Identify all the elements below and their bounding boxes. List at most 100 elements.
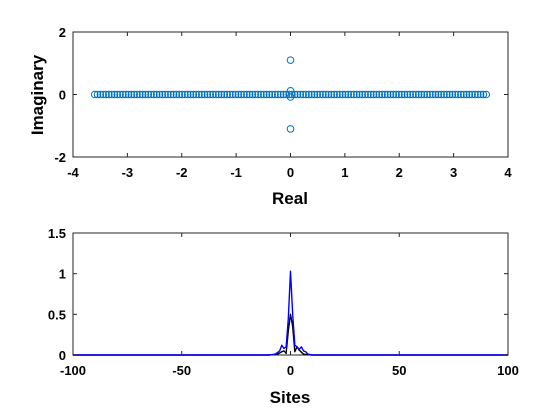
spectrum-point [228,90,237,99]
spectrum-y-tick-label: 2 [59,25,66,40]
spectrum-point [369,90,378,99]
spectrum-point [189,90,198,99]
spectrum-x-tick-label: 3 [450,165,457,180]
spectrum-point [448,90,457,99]
spectrum-point [389,90,398,99]
spectrum-point [330,90,338,99]
spectrum-point [341,90,350,99]
spectrum-point [355,90,364,99]
spectrum-point [335,90,344,99]
spectrum-point [347,90,355,99]
spectrum-point [209,90,217,99]
spectrum-point [302,90,310,99]
spectrum-point [307,90,316,99]
sites-x-tick-label: -50 [172,363,191,378]
spectrum-point [169,90,178,99]
spectrum-point [212,90,220,99]
spectrum-point [195,90,203,99]
spectrum-point [183,90,192,99]
spectrum-point [476,90,485,99]
spectrum-point [279,90,288,99]
spectrum-point [144,90,153,99]
sites-y-tick-label: 1 [59,267,66,282]
spectrum-point [364,90,372,99]
spectrum-point [471,90,479,99]
spectrum-point [186,90,195,99]
spectrum-point [138,90,147,99]
sites-plot: -100 -50 0 50 100 0 0.5 1 1.5 Sites [48,226,519,407]
spectrum-point [420,90,429,99]
spectrum-point [245,90,254,99]
spectrum-point [271,90,279,99]
spectrum-point [397,90,406,99]
spectrum-point [141,90,150,99]
spectrum-point [338,90,347,99]
spectrum-point [412,90,420,99]
spectrum-point [327,90,336,99]
spectrum-point [158,90,167,99]
spectrum-point [127,90,136,99]
sites-x-ticks: -100 -50 0 50 100 [60,233,519,378]
sites-lines [73,270,508,356]
spectrum-point [155,90,164,99]
spectrum-point [286,56,295,64]
spectrum-point [99,90,107,99]
spectrum-x-tick-label: -2 [176,165,188,180]
spectrum-x-tick-label: 4 [504,165,512,180]
spectrum-point [431,90,440,99]
spectrum-point [375,90,384,99]
spectrum-point [105,90,113,99]
spectrum-point [274,90,282,99]
spectrum-point [178,90,186,99]
sites-y-tick-label: 0.5 [48,307,66,322]
spectrum-point [378,90,386,99]
spectrum-point [324,90,333,99]
sites-y-ticks: 0 0.5 1 1.5 [48,226,508,363]
sites-y-tick-label: 0 [59,348,66,363]
spectrum-point [361,90,369,99]
spectrum-point [164,90,172,99]
spectrum-point [172,90,181,99]
spectrum-point [434,90,443,99]
spectrum-point [206,90,215,99]
spectrum-point [443,90,451,99]
spectrum-point [223,90,231,99]
spectrum-point [403,90,412,99]
spectrum-x-tick-label: -1 [230,165,242,180]
spectrum-point [268,90,276,99]
spectrum-point [451,90,460,99]
spectrum-point [130,90,138,99]
spectrum-x-tick-label: 1 [341,165,348,180]
spectrum-point [200,90,209,99]
spectrum-point [96,90,105,99]
spectrum-point [305,90,313,99]
spectrum-point [234,90,243,99]
sites-x-tick-label: 50 [392,363,406,378]
spectrum-y-tick-label: 0 [59,88,66,103]
spectrum-point [262,90,271,99]
spectrum-point [462,90,471,99]
spectrum-point [286,125,295,133]
spectrum-point [474,90,482,99]
spectrum-point [468,90,476,99]
spectrum-point [265,90,274,99]
sites-series-line [73,270,508,356]
spectrum-point [445,90,454,99]
spectrum-point [406,90,415,99]
spectrum-point [366,90,375,99]
spectrum-plot: -4 -3 -2 -1 0 1 2 3 4 -2 0 2 Real Imaginary [28,25,512,208]
spectrum-point [231,90,240,99]
spectrum-point [313,90,322,99]
spectrum-point [381,90,389,99]
spectrum-point [414,90,423,99]
spectrum-point [400,90,409,99]
spectrum-point [240,90,248,99]
spectrum-point [175,90,184,99]
spectrum-point [254,90,262,99]
spectrum-point [124,90,133,99]
spectrum-point [459,90,468,99]
spectrum-point [248,90,257,99]
spectrum-point [440,90,448,99]
spectrum-point [197,90,206,99]
